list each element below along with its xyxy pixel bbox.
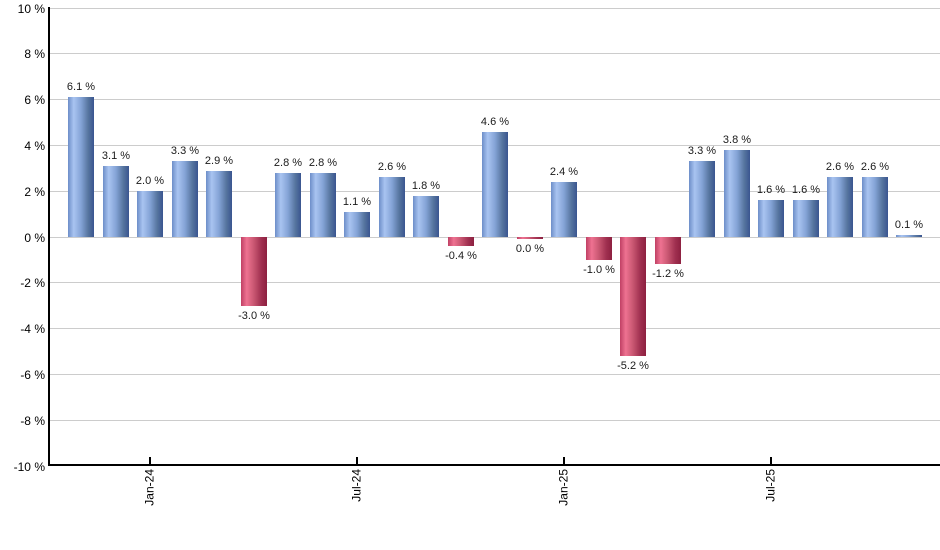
bar-positive (689, 161, 715, 237)
bar-negative (448, 237, 474, 246)
x-axis-tick (563, 457, 565, 464)
y-axis-tick-label: -2 % (20, 276, 45, 290)
bar-positive (793, 200, 819, 237)
bar-value-label: 1.6 % (756, 184, 786, 196)
bar-value-label: 2.9 % (204, 155, 234, 167)
gridline (49, 328, 940, 329)
bar-value-label: 2.4 % (549, 166, 579, 178)
bar-value-label: -5.2 % (617, 360, 649, 372)
bar-value-label: 2.6 % (377, 161, 407, 173)
y-axis-tick-label: 8 % (24, 47, 45, 61)
x-axis-tick (149, 457, 151, 464)
bar-value-label: -3.0 % (238, 310, 270, 322)
bar-positive (172, 161, 198, 237)
bar-value-label: 1.8 % (411, 180, 441, 192)
bar-value-label: 3.8 % (722, 134, 752, 146)
gridline (49, 53, 940, 54)
bar-value-label: 1.1 % (342, 196, 372, 208)
bar-positive (68, 97, 94, 237)
bar-negative (655, 237, 681, 264)
bar-positive (275, 173, 301, 237)
y-axis-tick-label: -6 % (20, 368, 45, 382)
bar-positive (896, 235, 922, 237)
y-axis-tick-label: 2 % (24, 185, 45, 199)
bar-positive (137, 191, 163, 237)
y-axis-tick-label: 6 % (24, 93, 45, 107)
x-axis-tick-label: Jul-24 (350, 469, 364, 502)
bar-value-label: 3.1 % (101, 150, 131, 162)
x-axis-tick (356, 457, 358, 464)
bar-value-label: 4.6 % (480, 116, 510, 128)
bar-value-label: 2.6 % (860, 161, 890, 173)
gridline (49, 237, 940, 238)
bar-value-label: 2.8 % (273, 157, 303, 169)
bar-value-label: 0.1 % (894, 219, 924, 231)
bar-positive (758, 200, 784, 237)
bar-positive (724, 150, 750, 237)
bar-value-label: 0.0 % (515, 243, 545, 255)
y-axis-tick-label: 0 % (24, 231, 45, 245)
x-axis-tick-label: Jan-24 (143, 469, 157, 506)
bar-value-label: 2.8 % (308, 157, 338, 169)
bar-positive (344, 212, 370, 237)
gridline (49, 374, 940, 375)
bar-value-label: 3.3 % (687, 145, 717, 157)
bar-positive (827, 177, 853, 237)
bar-positive (379, 177, 405, 237)
bar-value-label: 3.3 % (170, 145, 200, 157)
y-axis-tick-label: -10 % (13, 460, 45, 474)
bar-value-label: -0.4 % (445, 250, 477, 262)
bar-positive (206, 171, 232, 237)
gridline (49, 99, 940, 100)
bar-negative (241, 237, 267, 306)
y-axis-line (48, 7, 50, 466)
bar-negative (586, 237, 612, 260)
bar-value-label: 2.6 % (825, 161, 855, 173)
bar-positive (103, 166, 129, 237)
bar-negative (517, 237, 543, 239)
x-axis-tick-label: Jan-25 (557, 469, 571, 506)
bar-positive (413, 196, 439, 237)
bar-positive (482, 132, 508, 237)
bar-value-label: -1.0 % (583, 264, 615, 276)
x-axis-tick (770, 457, 772, 464)
gridline (49, 420, 940, 421)
y-axis-tick-label: -8 % (20, 414, 45, 428)
gridline (49, 282, 940, 283)
bar-positive (551, 182, 577, 237)
y-axis-tick-label: 10 % (17, 2, 45, 16)
bar-positive (862, 177, 888, 237)
bar-value-label: 2.0 % (135, 175, 165, 187)
bar-value-label: -1.2 % (652, 268, 684, 280)
x-axis-tick-label: Jul-25 (764, 469, 778, 502)
bar-value-label: 6.1 % (66, 81, 96, 93)
bar-value-label: 1.6 % (791, 184, 821, 196)
gridline (49, 8, 940, 9)
y-axis-tick-label: 4 % (24, 139, 45, 153)
bar-positive (310, 173, 336, 237)
bar-negative (620, 237, 646, 356)
y-axis-tick-label: -4 % (20, 322, 45, 336)
x-axis-line (48, 464, 940, 466)
